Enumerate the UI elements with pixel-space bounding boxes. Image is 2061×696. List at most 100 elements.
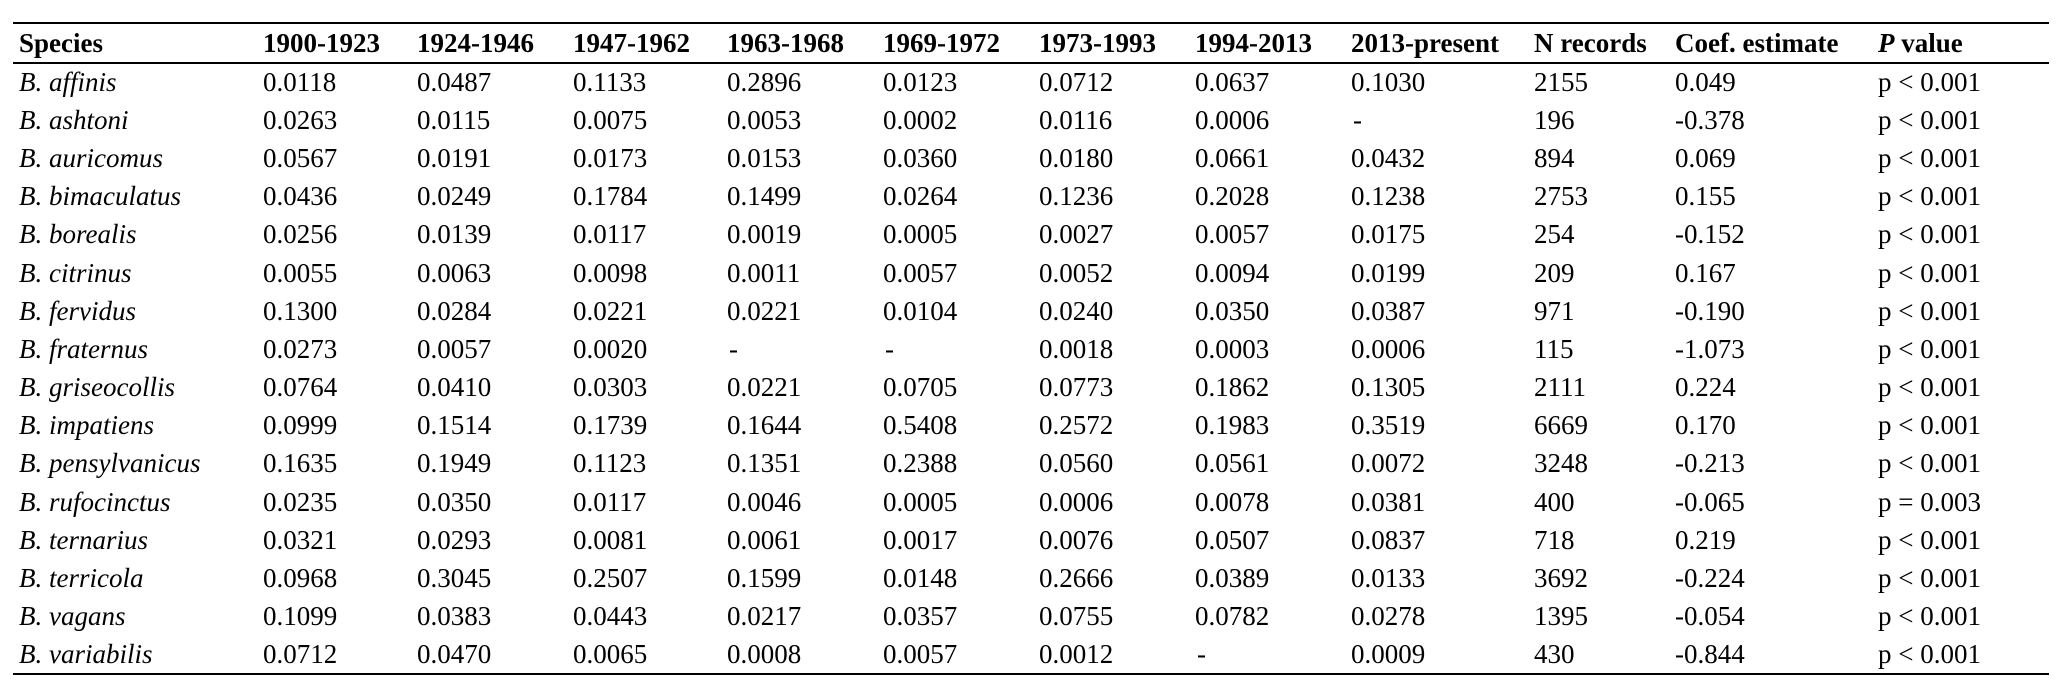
cell-period-1924-1946: 0.0470 (411, 635, 567, 676)
cell-species: B. rufocinctus (19, 486, 171, 517)
cell-species: B. ashtoni (19, 104, 129, 135)
cell-period-2013-present: 0.0072 (1351, 448, 1426, 479)
cell-period-1947-1962: 0.0117 (573, 219, 647, 250)
header-period-1900-1923: 1900-1923 (257, 22, 411, 64)
cell-coef-estimate: -0.378 (1675, 104, 1745, 135)
cell-period-2013-present: 0.0278 (1351, 601, 1426, 632)
cell-period-2013-present: 0.0009 (1345, 635, 1528, 676)
cell-period-2013-present: 0.0381 (1351, 486, 1426, 517)
cell-coef-estimate: -0.152 (1675, 219, 1745, 250)
cell-period-1963-1968: 0.0221 (727, 372, 802, 403)
cell-period-1947-1962: 0.1133 (573, 67, 647, 98)
cell-species: B. terricola (19, 563, 144, 594)
cell-n-records: 196 (1534, 104, 1575, 135)
cell-n-records: 894 (1534, 142, 1575, 173)
cell-species: B. griseocollis (19, 372, 175, 403)
cell-period-1924-1946: 0.0063 (417, 257, 492, 288)
species-table: Species 1900-1923 1924-1946 1947-1962 19… (13, 22, 2049, 676)
cell-p-value: p < 0.001 (1878, 524, 1981, 555)
cell-period-1900-1923: 0.1635 (263, 448, 338, 479)
cell-period-1969-1972: 0.0005 (883, 219, 958, 250)
cell-period-1969-1972: 0.0123 (883, 67, 958, 98)
cell-n-records: 400 (1534, 486, 1575, 517)
cell-period-1973-1993: 0.0076 (1039, 524, 1114, 555)
cell-period-1924-1946: 0.0487 (417, 67, 492, 98)
table-row: B. variabilis 0.0712 0.0470 0.0065 0.0008 0.0… (13, 635, 2049, 676)
cell-coef-estimate: 0.155 (1675, 181, 1736, 212)
cell-period-1994-2013: 0.0003 (1195, 333, 1270, 364)
cell-species: B. affinis (19, 67, 117, 98)
cell-period-1947-1962: 0.1784 (573, 181, 648, 212)
table-row: B. fervidus 0.1300 0.0284 0.0221 0.0221 0.010… (13, 292, 2049, 330)
table-body: B. affinis 0.0118 0.0487 0.1133 0.2896 0.0123… (13, 63, 2049, 676)
cell-period-1947-1962: 0.2507 (573, 563, 648, 594)
cell-period-1947-1962: 0.0075 (573, 104, 648, 135)
cell-coef-estimate: 0.069 (1675, 142, 1736, 173)
cell-p-value: p < 0.001 (1878, 295, 1981, 326)
cell-period-1973-1993: 0.0560 (1039, 448, 1114, 479)
header-coef-estimate: Coef. estimate (1669, 22, 1872, 64)
cell-period-1900-1923: 0.0235 (263, 486, 338, 517)
cell-period-1973-1993: 0.0052 (1039, 257, 1114, 288)
cell-period-1947-1962: 0.0020 (573, 333, 648, 364)
cell-period-2013-present: 0.1238 (1351, 181, 1426, 212)
cell-period-1924-1946: 0.0249 (417, 181, 492, 212)
cell-period-1994-2013: 0.0637 (1195, 67, 1270, 98)
cell-period-1963-1968: 0.0008 (721, 635, 877, 676)
table-row: B. ashtoni 0.0263 0.0115 0.0075 0.0053 0.0002… (13, 101, 2049, 139)
cell-period-2013-present: 0.0133 (1351, 563, 1426, 594)
cell-period-2013-present: 0.1030 (1351, 67, 1426, 98)
cell-species: B. pensylvanicus (19, 448, 201, 479)
cell-period-1947-1962: 0.0117 (573, 486, 647, 517)
cell-period-2013-present: 0.3519 (1351, 410, 1426, 441)
cell-period-1900-1923: 0.1300 (263, 295, 338, 326)
header-period-2013-present: 2013-present (1345, 22, 1528, 64)
cell-n-records: 2111 (1534, 372, 1586, 403)
cell-coef-estimate: 0.170 (1675, 410, 1736, 441)
cell-period-1924-1946: 0.0293 (417, 524, 492, 555)
cell-period-1994-2013: 0.0006 (1195, 104, 1270, 135)
cell-period-1900-1923: 0.0764 (263, 372, 338, 403)
cell-species: B. bimaculatus (19, 181, 181, 212)
cell-species: B. fervidus (19, 295, 136, 326)
cell-p-value: p < 0.001 (1878, 257, 1981, 288)
cell-period-1924-1946: 0.0284 (417, 295, 492, 326)
cell-n-records: 209 (1534, 257, 1575, 288)
cell-period-1900-1923: 0.1099 (263, 601, 338, 632)
cell-n-records: 3248 (1534, 448, 1588, 479)
cell-species: B. citrinus (19, 257, 132, 288)
header-p-value-italic: P (1878, 27, 1895, 58)
cell-period-1963-1968: 0.0019 (727, 219, 802, 250)
cell-period-1900-1923: 0.0436 (263, 181, 338, 212)
cell-period-1994-2013: 0.0782 (1195, 601, 1270, 632)
cell-species: B. vagans (19, 601, 126, 632)
cell-coef-estimate: -0.190 (1675, 295, 1745, 326)
cell-p-value: p < 0.001 (1878, 104, 1981, 135)
cell-period-1947-1962: 0.0443 (573, 601, 648, 632)
header-period-1963-1968: 1963-1968 (721, 22, 877, 64)
cell-period-1924-1946: 0.0383 (417, 601, 492, 632)
cell-coef-estimate: 0.224 (1675, 372, 1736, 403)
header-p-value-rest: value (1894, 27, 1963, 58)
cell-period-1924-1946: 0.0139 (417, 219, 492, 250)
cell-coef-estimate: -1.073 (1675, 333, 1745, 364)
cell-period-1963-1968: 0.0053 (727, 104, 802, 135)
cell-period-1969-1972: 0.0017 (883, 524, 958, 555)
cell-p-value: p < 0.001 (1878, 601, 1981, 632)
cell-p-value: p < 0.001 (1878, 448, 1981, 479)
cell-period-1973-1993: 0.0755 (1039, 601, 1114, 632)
cell-p-value: p < 0.001 (1878, 372, 1981, 403)
cell-p-value: p < 0.001 (1872, 635, 2049, 676)
cell-period-1924-1946: 0.0057 (417, 333, 492, 364)
cell-period-1947-1962: 0.1123 (573, 448, 647, 479)
cell-period-1924-1946: 0.1949 (417, 448, 492, 479)
cell-period-1969-1972: 0.0705 (883, 372, 958, 403)
cell-period-1947-1962: 0.0173 (573, 142, 648, 173)
table-row: B. terricola 0.0968 0.3045 0.2507 0.1599 0.01… (13, 559, 2049, 597)
cell-period-1963-1968: 0.2896 (727, 67, 802, 98)
cell-period-1947-1962: 0.0303 (573, 372, 648, 403)
cell-period-1973-1993: 0.0773 (1039, 372, 1114, 403)
cell-period-1900-1923: 0.0256 (263, 219, 338, 250)
cell-period-1969-1972: 0.0148 (883, 563, 958, 594)
cell-period-1963-1968: 0.1644 (727, 410, 802, 441)
